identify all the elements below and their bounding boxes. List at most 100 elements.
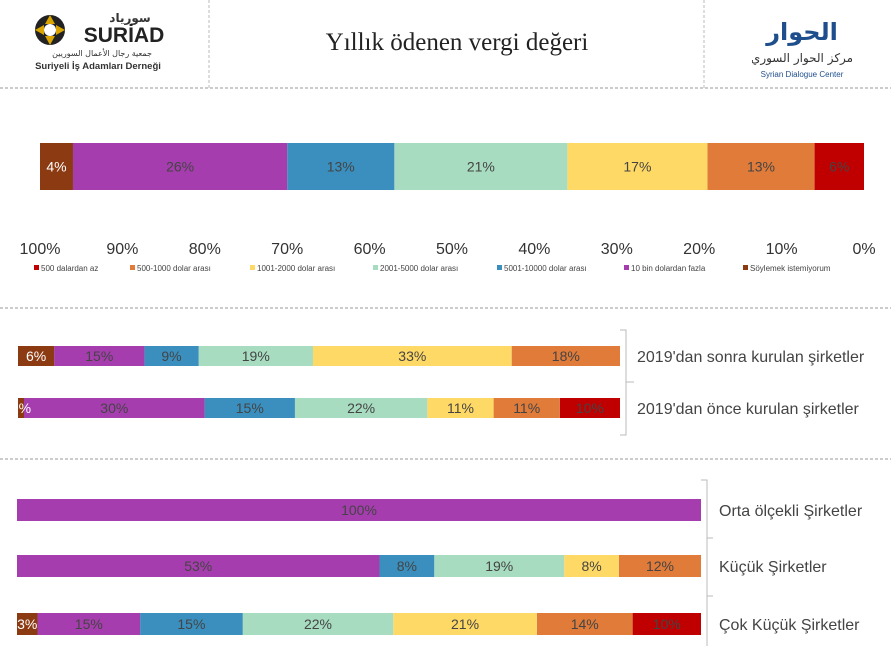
bar-10-bin-dolardan-fazla-1 — [24, 398, 205, 418]
bar-2001-5000-dolar-aras-2 — [242, 613, 394, 635]
bar-2001-5000-dolar-aras-1 — [434, 555, 565, 577]
data-label-1001-2000-dolar-aras-1: 8% — [581, 558, 601, 574]
suriad-arabic-line: جمعية رجال الأعمال السوريين — [52, 48, 152, 58]
bar-s-ylemek-istemiyorum-2 — [17, 613, 38, 635]
category-bracket — [620, 329, 634, 436]
bar-1001-2000-dolar-aras-0 — [567, 143, 708, 190]
data-label-10-bin-dolardan-fazla-2: 15% — [75, 616, 103, 632]
legend-swatch-500-dalardan-az — [34, 265, 39, 270]
legend-label-2001-5000-dolar-aras: 2001-5000 dolar arası — [380, 264, 458, 273]
data-label-2001-5000-dolar-aras-0: 21% — [467, 159, 495, 175]
legend-swatch-10-bin-dolardan-fazla — [624, 265, 629, 270]
bar-1001-2000-dolar-aras-0 — [312, 346, 512, 366]
chart-founding-year: 18% 33% 19% 9% 15% 6% 2019'dan sonra kurulan ş… — [11, 329, 865, 436]
chart-overall: 6% 13% 17% 21% 13% 26% 4% 100% 90% 80% 70% 60% 50% 40… — [20, 143, 876, 273]
data-label-500-dalardan-az-2: 10% — [653, 616, 681, 632]
category-label-1: Küçük Şirketler — [719, 559, 827, 576]
data-label-500-1000-dolar-aras-0: 18% — [552, 348, 580, 364]
bar-5001-10000-dolar-aras-2 — [140, 613, 243, 635]
data-label-5001-10000-dolar-aras-0: 9% — [161, 348, 181, 364]
bar-500-1000-dolar-aras-0 — [511, 346, 620, 366]
chart-company-size: 100% Orta ölçekli Şirketler 12% 8% 19% 8% 53% K… — [17, 479, 863, 646]
data-label-500-dalardan-az-1: 10% — [576, 400, 604, 416]
legend-swatch-2001-5000-dolar-aras — [373, 265, 378, 270]
bar-1001-2000-dolar-aras-2 — [393, 613, 537, 635]
bar-10-bin-dolardan-fazla-1 — [17, 555, 380, 577]
legend-label-500-1000-dolar-aras: 500-1000 dolar arası — [137, 264, 211, 273]
bar-1001-2000-dolar-aras-1 — [564, 555, 619, 577]
x-tick-label: 70% — [271, 241, 303, 258]
data-label-1001-2000-dolar-aras-1: 11% — [447, 400, 474, 416]
x-tick-label: 100% — [20, 241, 61, 258]
bar-2001-5000-dolar-aras-1 — [294, 398, 428, 418]
data-label-500-1000-dolar-aras-1: 12% — [646, 558, 674, 574]
category-bracket — [701, 479, 713, 646]
legend-label-s-ylemek-istemiyorum: Söylemek istemiyorum — [750, 264, 831, 273]
x-tick-label: 0% — [852, 241, 875, 258]
data-label-10-bin-dolardan-fazla-0: 100% — [341, 502, 377, 518]
x-tick-label: 80% — [189, 241, 221, 258]
data-label-10-bin-dolardan-fazla-1: 53% — [184, 558, 212, 574]
data-label-5001-10000-dolar-aras-1: 15% — [236, 400, 264, 416]
sdc-logo: الحوار مركز الحوار السوري Syrian Dialogu… — [751, 12, 853, 82]
data-label-s-ylemek-istemiyorum-1: 1% — [11, 400, 31, 416]
category-label-1: 2019'dan önce kurulan şirketler — [637, 401, 860, 418]
suriad-emblem-icon — [35, 15, 65, 45]
data-label-5001-10000-dolar-aras-1: 8% — [397, 558, 417, 574]
data-label-1001-2000-dolar-aras-0: 33% — [398, 348, 426, 364]
data-label-1001-2000-dolar-aras-0: 17% — [623, 159, 651, 175]
bar-5001-10000-dolar-aras-0 — [287, 143, 395, 190]
legend-swatch-1001-2000-dolar-aras — [250, 265, 255, 270]
data-label-500-1000-dolar-aras-0: 13% — [747, 159, 775, 175]
x-tick-label: 50% — [436, 241, 468, 258]
page-title: Yıllık ödenen vergi değeri — [326, 29, 589, 56]
bar-500-dalardan-az-1 — [559, 398, 620, 418]
legend-label-1001-2000-dolar-aras: 1001-2000 dolar arası — [257, 264, 335, 273]
bar-500-1000-dolar-aras-1 — [618, 555, 701, 577]
data-label-500-dalardan-az-0: 6% — [829, 159, 849, 175]
bar-2001-5000-dolar-aras-0 — [394, 143, 568, 190]
bar-5001-10000-dolar-aras-0 — [144, 346, 199, 366]
suriad-logo: سورياد SURİAD جمعية رجال الأعمال السوريي… — [30, 8, 180, 80]
data-label-1001-2000-dolar-aras-2: 21% — [451, 616, 479, 632]
x-tick-label: 90% — [106, 241, 138, 258]
data-label-2001-5000-dolar-aras-0: 19% — [242, 348, 270, 364]
legend-swatch-5001-10000-dolar-aras — [497, 265, 502, 270]
bar-10-bin-dolardan-fazla-0 — [72, 143, 288, 190]
category-label-0: Orta ölçekli Şirketler — [719, 503, 863, 520]
data-label-500-1000-dolar-aras-2: 14% — [571, 616, 599, 632]
data-label-10-bin-dolardan-fazla-0: 15% — [85, 348, 113, 364]
legend-label-500-dalardan-az: 500 dalardan az — [41, 264, 98, 273]
data-label-s-ylemek-istemiyorum-0: 4% — [46, 159, 66, 175]
data-label-10-bin-dolardan-fazla-0: 26% — [166, 159, 194, 175]
bar-5001-10000-dolar-aras-1 — [379, 555, 435, 577]
suriad-turkish-line: Suriyeli İş Adamları Derneği — [35, 61, 161, 72]
x-tick-label: 30% — [601, 241, 633, 258]
category-label-0: 2019'dan sonra kurulan şirketler — [637, 349, 865, 366]
data-label-2001-5000-dolar-aras-2: 22% — [304, 616, 332, 632]
data-label-5001-10000-dolar-aras-0: 13% — [327, 159, 355, 175]
data-label-500-1000-dolar-aras-1: 11% — [513, 400, 540, 416]
x-tick-label: 40% — [518, 241, 550, 258]
bar-s-ylemek-istemiyorum-0 — [40, 143, 73, 190]
data-label-10-bin-dolardan-fazla-1: 30% — [100, 400, 128, 416]
legend-swatch-500-1000-dolar-aras — [130, 265, 135, 270]
bar-10-bin-dolardan-fazla-0 — [54, 346, 145, 366]
bar-s-ylemek-istemiyorum-0 — [18, 346, 55, 366]
data-label-s-ylemek-istemiyorum-2: 3% — [17, 616, 37, 632]
bar-5001-10000-dolar-aras-1 — [204, 398, 295, 418]
bar-10-bin-dolardan-fazla-0 — [17, 499, 701, 521]
bar-10-bin-dolardan-fazla-2 — [37, 613, 141, 635]
bar-1001-2000-dolar-aras-1 — [427, 398, 494, 418]
x-tick-label: 10% — [766, 241, 798, 258]
data-label-5001-10000-dolar-aras-2: 15% — [177, 616, 205, 632]
layout-frame — [0, 0, 891, 460]
bar-2001-5000-dolar-aras-0 — [198, 346, 313, 366]
bar-500-1000-dolar-aras-2 — [536, 613, 633, 635]
legend-label-10-bin-dolardan-fazla: 10 bin dolardan fazla — [631, 264, 706, 273]
bar-500-dalardan-az-2 — [632, 613, 701, 635]
legend-swatch-s-ylemek-istemiyorum — [743, 265, 748, 270]
sdc-arabic-small: مركز الحوار السوري — [752, 51, 852, 66]
x-tick-label: 20% — [683, 241, 715, 258]
